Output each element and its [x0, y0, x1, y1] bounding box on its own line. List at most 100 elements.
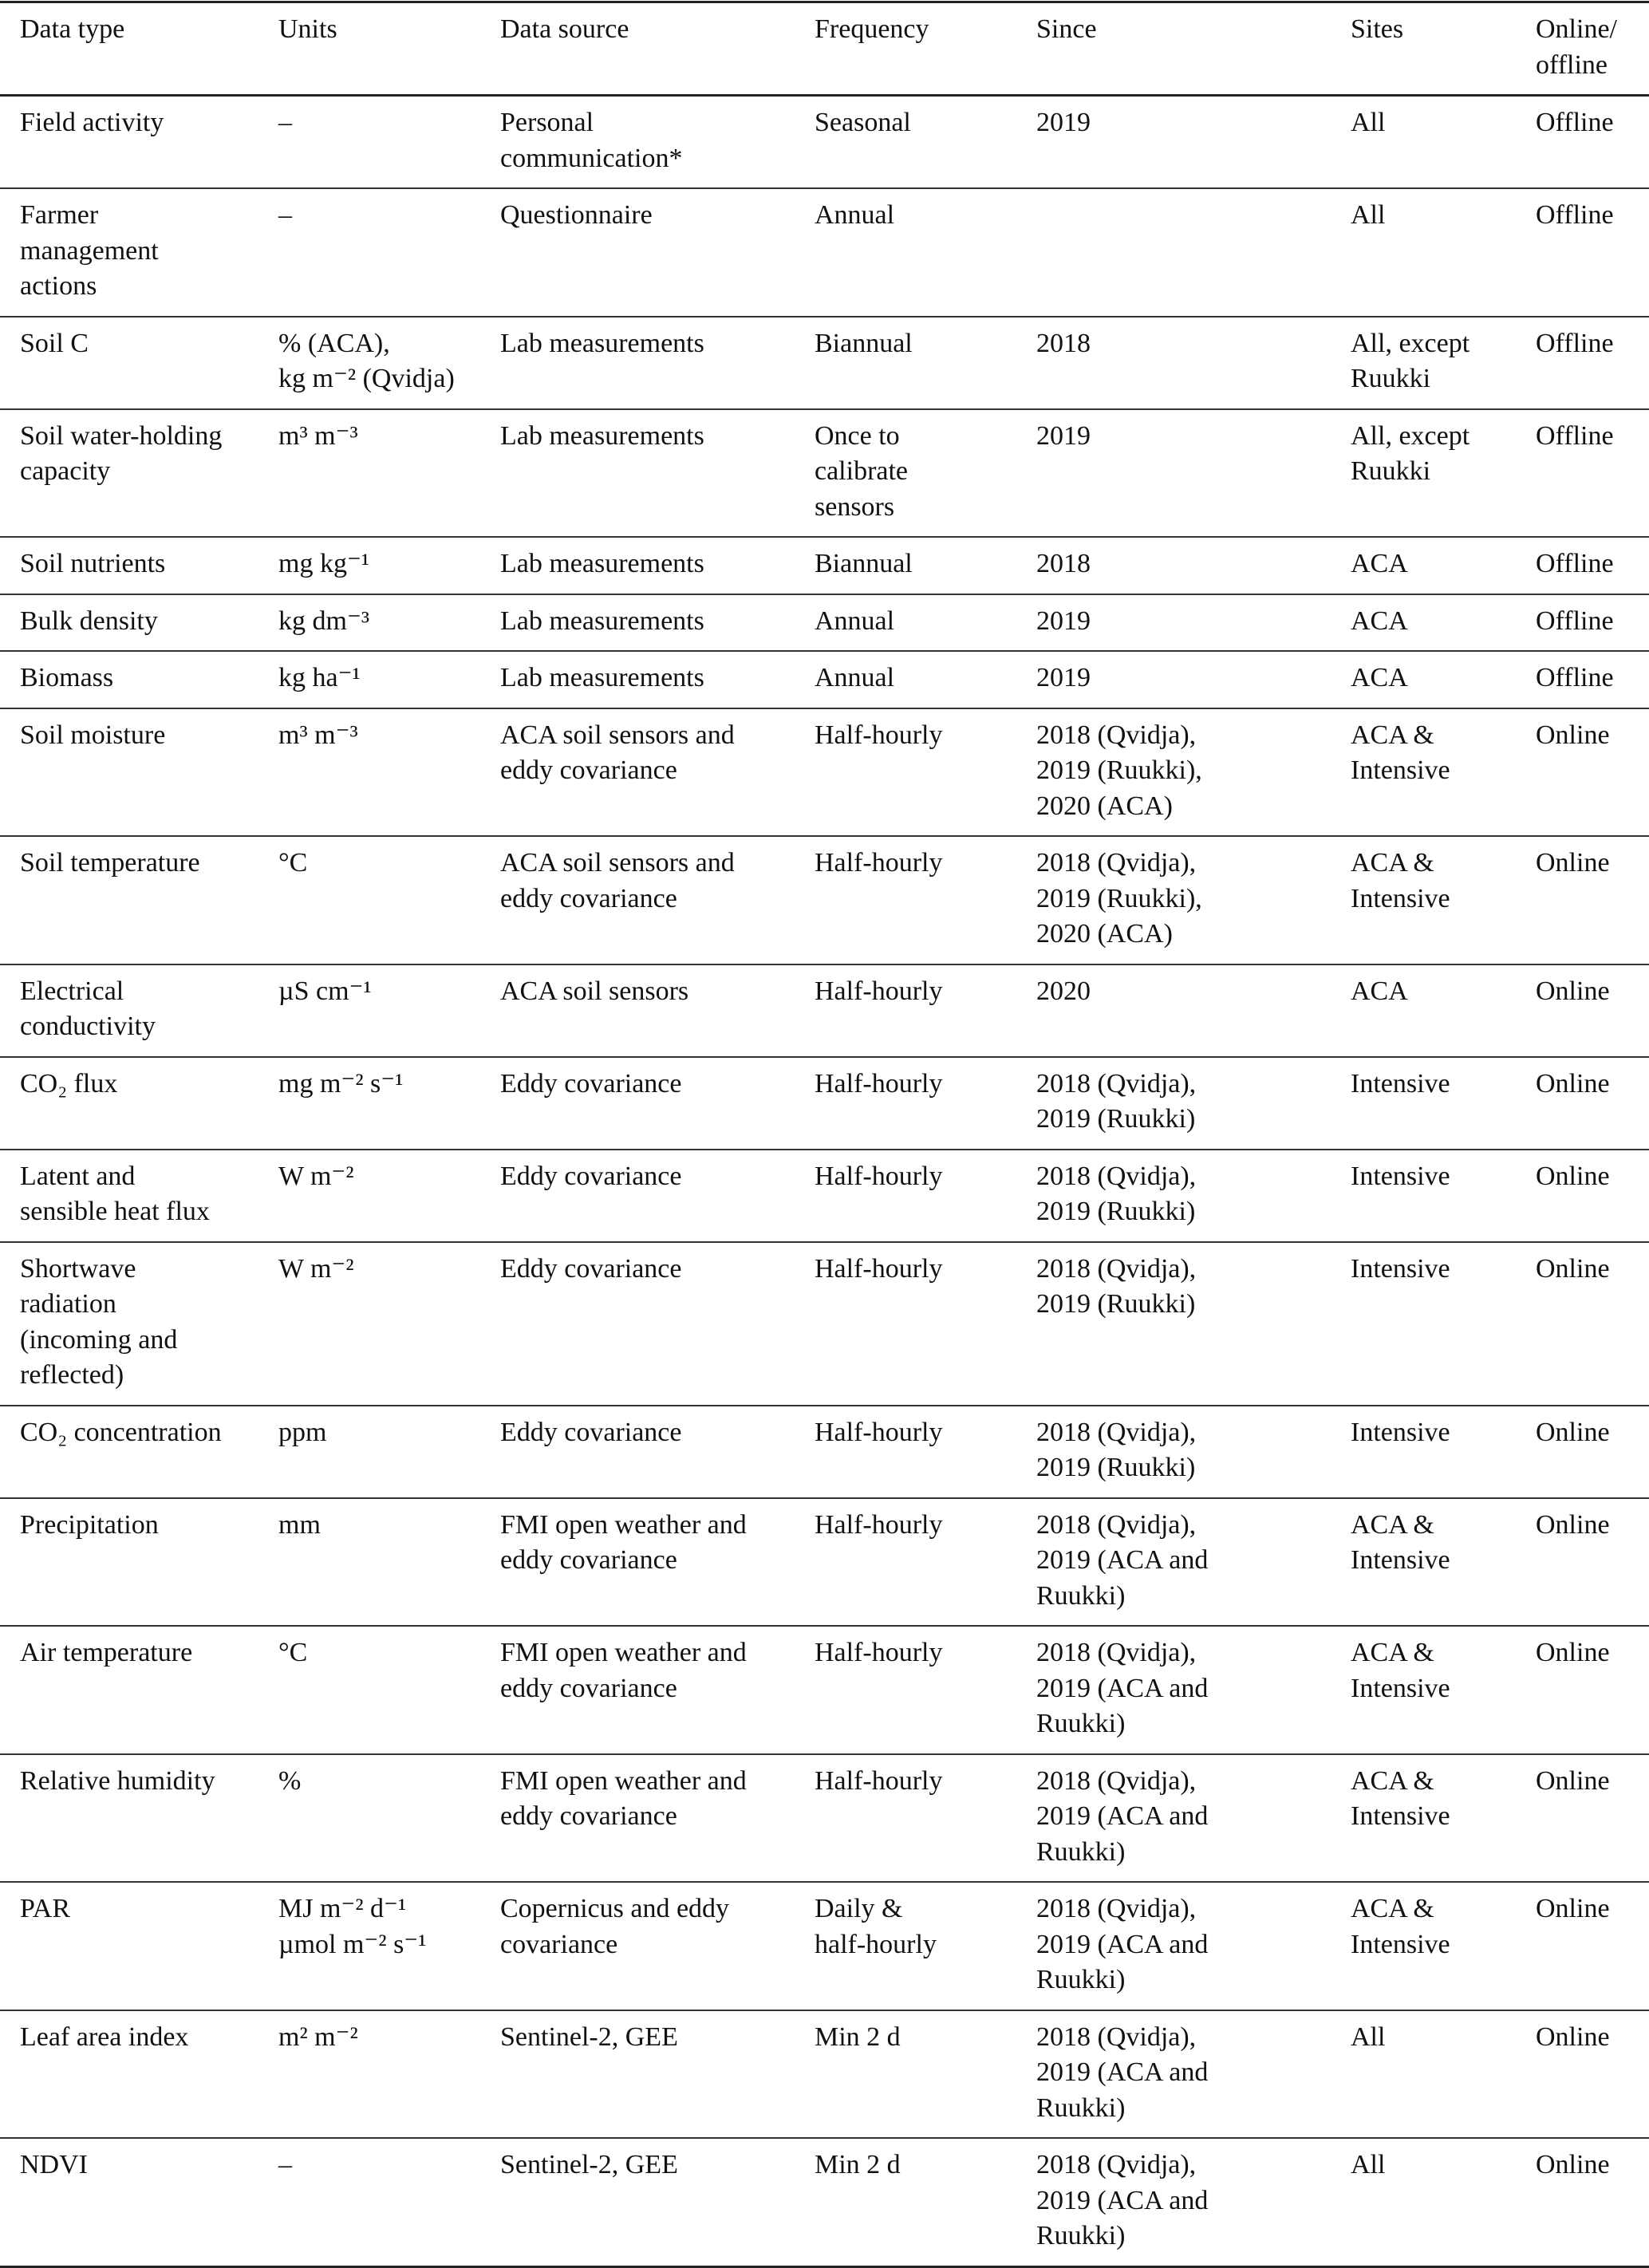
column-header-data-type: Data type: [20, 14, 125, 44]
cell-sites: ACA & Intensive: [1351, 1509, 1450, 1576]
cell-frequency: Daily & half-hourly: [815, 1894, 937, 1959]
column-header-sites: Sites: [1351, 14, 1404, 44]
table-row: Soil water-holding capacity m³ m⁻³ Lab mea…: [0, 409, 1649, 537]
cell-data-source: Sentinel-2, GEE: [500, 2021, 678, 2052]
cell-units: µS cm⁻¹: [278, 976, 372, 1006]
cell-frequency: Half-hourly: [815, 1253, 943, 1284]
cell-sites: All, except Ruukki: [1351, 328, 1470, 394]
table-row: Soil C % (ACA), kg m⁻² (Qvidja) Lab measur…: [0, 317, 1649, 409]
cell-sites: ACA: [1351, 663, 1408, 692]
cell-sites: ACA: [1351, 976, 1408, 1006]
table-row: Latent and sensible heat flux W m⁻² Eddy c…: [0, 1150, 1649, 1242]
cell-units: kg ha⁻¹: [278, 663, 361, 692]
cell-data-source: Eddy covariance: [500, 1068, 682, 1099]
cell-data-source: FMI open weather and eddy covariance: [500, 1638, 747, 1703]
cell-since: 2019: [1036, 108, 1091, 137]
cell-online-offline: Online: [1536, 720, 1610, 750]
cell-online-offline: Offline: [1536, 420, 1614, 451]
cell-sites: ACA: [1351, 549, 1408, 578]
table-row: Biomass kg ha⁻¹ Lab measurements Annual 2019…: [0, 651, 1649, 708]
cell-data-type: Soil temperature: [20, 848, 200, 878]
cell-units: mm: [278, 1509, 321, 1540]
cell-sites: ACA: [1351, 605, 1408, 636]
cell-frequency: Annual: [815, 663, 895, 692]
cell-data-type: Leaf area index: [20, 2021, 189, 2052]
cell-units: °C: [278, 1638, 308, 1667]
table-row: CO₂ flux mg m⁻² s⁻¹ Eddy covariance Half-ho…: [0, 1057, 1649, 1150]
cell-units: m³ m⁻³: [278, 720, 358, 750]
cell-online-offline: Offline: [1536, 108, 1614, 137]
cell-units: MJ m⁻² d⁻¹ µmol m⁻² s⁻¹: [278, 1894, 427, 1959]
cell-online-offline: Online: [1536, 976, 1610, 1006]
cell-data-type: Soil water-holding capacity: [20, 420, 223, 487]
cell-online-offline: Online: [1536, 1765, 1610, 1796]
cell-since: 2018 (Qvidja), 2019 (ACA and Ruukki): [1036, 2150, 1209, 2250]
table-row: NDVI – Sentinel-2, GEE Min 2 d 2018 (Qvidja)…: [0, 2138, 1649, 2266]
cell-since: 2018 (Qvidja), 2019 (Ruukki): [1036, 1253, 1197, 1319]
cell-data-type: Soil moisture: [20, 720, 166, 750]
cell-since: 2018 (Qvidja), 2019 (Ruukki): [1036, 1417, 1197, 1483]
cell-frequency: Half-hourly: [815, 720, 943, 750]
cell-frequency: Half-hourly: [815, 976, 943, 1006]
table-row: Soil moisture m³ m⁻³ ACA soil sensors and …: [0, 708, 1649, 836]
table-row: Field activity – Personal communication* Se…: [0, 96, 1649, 188]
cell-frequency: Half-hourly: [815, 1509, 943, 1540]
cell-frequency: Annual: [815, 200, 895, 230]
cell-since: 2018 (Qvidja), 2019 (Ruukki), 2020 (ACA): [1036, 848, 1202, 949]
cell-units: % (ACA), kg m⁻² (Qvidja): [278, 328, 455, 394]
cell-sites: All: [1351, 108, 1386, 137]
cell-data-type: CO₂ flux: [20, 1068, 118, 1099]
cell-online-offline: Offline: [1536, 328, 1614, 358]
table-row: Precipitation mm FMI open weather and eddy…: [0, 1498, 1649, 1626]
cell-data-type: Precipitation: [20, 1509, 159, 1540]
cell-online-offline: Online: [1536, 1253, 1610, 1284]
cell-data-source: ACA soil sensors and eddy covariance: [500, 848, 735, 913]
cell-data-type: Shortwave radiation (incoming and reflec…: [20, 1253, 178, 1390]
cell-online-offline: Offline: [1536, 663, 1614, 692]
cell-since: [1016, 188, 1331, 317]
cell-online-offline: Online: [1536, 1894, 1610, 1923]
cell-units: m³ m⁻³: [278, 420, 358, 451]
cell-data-type: Soil C: [20, 328, 89, 358]
cell-data-source: Lab measurements: [500, 420, 704, 451]
cell-since: 2018 (Qvidja), 2019 (ACA and Ruukki): [1036, 1894, 1209, 1994]
cell-online-offline: Online: [1536, 1161, 1610, 1191]
cell-since: 2018 (Qvidja), 2019 (ACA and Ruukki): [1036, 2021, 1209, 2123]
table-row: Farmer management actions – Questionnaire A…: [0, 188, 1649, 317]
cell-data-type: Electrical conductivity: [20, 976, 156, 1042]
cell-units: mg kg⁻¹: [278, 549, 370, 578]
cell-online-offline: Online: [1536, 848, 1610, 878]
table-row: PAR MJ m⁻² d⁻¹ µmol m⁻² s⁻¹ Copernicus and…: [0, 1882, 1649, 2010]
cell-since: 2019: [1036, 663, 1091, 692]
cell-frequency: Half-hourly: [815, 1417, 943, 1447]
cell-data-source: Eddy covariance: [500, 1161, 682, 1191]
cell-data-type: NDVI: [20, 2150, 88, 2179]
cell-data-type: PAR: [20, 1894, 71, 1923]
cell-units: –: [278, 2150, 292, 2179]
cell-frequency: Min 2 d: [815, 2021, 901, 2052]
cell-sites: ACA & Intensive: [1351, 720, 1450, 786]
cell-sites: ACA & Intensive: [1351, 1894, 1450, 1959]
cell-units: W m⁻²: [278, 1253, 354, 1284]
cell-data-source: Lab measurements: [500, 328, 704, 358]
cell-online-offline: Offline: [1536, 200, 1614, 230]
cell-data-source: Personal communication*: [500, 108, 683, 173]
cell-units: m² m⁻²: [278, 2021, 358, 2052]
cell-online-offline: Offline: [1536, 549, 1614, 578]
cell-since: 2020: [1036, 976, 1091, 1006]
cell-since: 2018: [1036, 328, 1091, 358]
cell-since: 2018 (Qvidja), 2019 (ACA and Ruukki): [1036, 1765, 1209, 1867]
cell-data-source: Sentinel-2, GEE: [500, 2150, 678, 2179]
cell-online-offline: Online: [1536, 1417, 1610, 1447]
cell-since: 2018 (Qvidja), 2019 (ACA and Ruukki): [1036, 1509, 1209, 1611]
column-header-data-source: Data source: [500, 14, 629, 44]
cell-since: 2018 (Qvidja), 2019 (Ruukki): [1036, 1068, 1197, 1134]
cell-online-offline: Online: [1536, 2021, 1610, 2052]
cell-frequency: Half-hourly: [815, 848, 943, 878]
cell-online-offline: Online: [1536, 1638, 1610, 1667]
cell-data-source: Eddy covariance: [500, 1253, 682, 1284]
cell-units: %: [278, 1765, 302, 1796]
cell-sites: ACA & Intensive: [1351, 1765, 1450, 1832]
cell-units: –: [278, 108, 292, 137]
cell-data-source: Eddy covariance: [500, 1417, 682, 1447]
